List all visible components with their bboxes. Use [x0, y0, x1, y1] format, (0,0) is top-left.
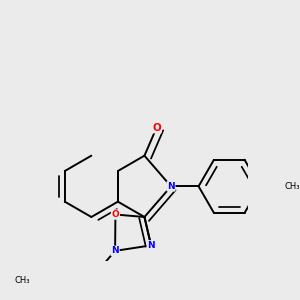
Text: O: O	[112, 210, 119, 219]
Text: CH₃: CH₃	[285, 182, 300, 191]
Text: N: N	[167, 182, 175, 191]
Text: O: O	[152, 122, 161, 133]
Text: N: N	[111, 246, 119, 255]
Text: N: N	[147, 241, 155, 250]
Text: CH₃: CH₃	[14, 276, 30, 285]
